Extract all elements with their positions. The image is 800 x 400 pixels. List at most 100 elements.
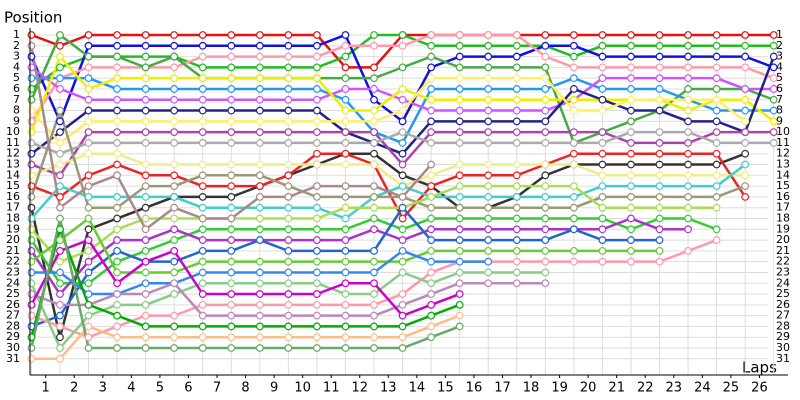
point <box>255 290 264 298</box>
point <box>512 128 521 137</box>
point <box>541 41 550 50</box>
y-tick-label-right: 12 <box>776 147 790 160</box>
y-tick-label-right: 22 <box>776 255 790 268</box>
point <box>541 236 550 244</box>
point <box>170 128 179 137</box>
point <box>255 214 264 223</box>
point <box>455 300 464 309</box>
point <box>27 149 36 158</box>
point <box>198 192 207 201</box>
y-tick-label: 29 <box>6 330 20 343</box>
point <box>227 333 236 342</box>
point <box>684 139 692 147</box>
point <box>398 300 407 309</box>
point <box>512 236 521 244</box>
point <box>398 311 407 320</box>
point <box>27 300 36 309</box>
point <box>455 171 464 180</box>
point <box>198 311 207 320</box>
x-tick-label: 19 <box>551 381 568 396</box>
point <box>541 117 550 126</box>
point <box>370 344 378 352</box>
series-line <box>31 314 461 361</box>
point <box>512 214 521 223</box>
point <box>84 311 93 320</box>
point <box>313 333 321 342</box>
point <box>198 322 207 331</box>
point <box>84 117 93 126</box>
point <box>27 171 36 180</box>
point <box>227 246 236 255</box>
point <box>598 257 607 266</box>
point <box>455 117 464 126</box>
point <box>427 74 436 83</box>
point <box>313 279 321 288</box>
point <box>113 203 121 212</box>
point <box>141 257 150 266</box>
point <box>113 74 121 83</box>
series-line <box>30 238 461 318</box>
point <box>113 214 121 223</box>
y-tick-label: 23 <box>6 265 20 278</box>
point <box>455 63 464 72</box>
point <box>27 344 36 352</box>
point <box>370 290 378 298</box>
point <box>284 63 293 72</box>
point <box>598 149 607 158</box>
point <box>84 41 93 50</box>
point <box>712 74 721 83</box>
point <box>712 52 721 61</box>
point <box>455 52 464 61</box>
point <box>141 128 150 137</box>
point <box>398 117 407 126</box>
point <box>84 268 93 277</box>
point <box>484 160 493 169</box>
point <box>627 106 635 115</box>
point <box>484 74 493 83</box>
point <box>769 106 778 115</box>
point <box>255 171 264 180</box>
point <box>684 117 692 126</box>
point <box>255 322 264 331</box>
point <box>227 290 236 298</box>
point <box>569 31 578 39</box>
point <box>141 246 150 255</box>
point <box>427 41 436 50</box>
point <box>512 225 521 234</box>
point <box>427 160 436 169</box>
point <box>255 192 264 201</box>
point <box>427 52 436 61</box>
point <box>141 106 150 115</box>
point <box>84 344 93 352</box>
y-tick-label-right: 17 <box>776 201 790 214</box>
x-tick-label: 8 <box>241 381 249 396</box>
point <box>84 236 93 244</box>
point <box>427 31 436 39</box>
point <box>741 106 750 115</box>
point <box>741 63 750 72</box>
point <box>198 333 207 342</box>
point <box>712 149 721 158</box>
point <box>512 85 521 93</box>
point <box>398 149 407 158</box>
point <box>484 192 493 201</box>
point <box>141 192 150 201</box>
point <box>27 63 36 72</box>
x-tick-label: 7 <box>213 381 221 396</box>
point <box>484 128 493 137</box>
point <box>198 203 207 212</box>
point <box>255 203 264 212</box>
point <box>769 41 778 50</box>
point <box>655 74 664 83</box>
point <box>284 257 293 266</box>
point <box>27 257 36 266</box>
point <box>512 257 521 266</box>
point <box>569 203 578 212</box>
point <box>255 63 264 72</box>
point <box>84 322 93 331</box>
point <box>56 290 64 298</box>
point <box>341 117 350 126</box>
point <box>56 139 64 147</box>
x-tick-label: 2 <box>70 381 78 396</box>
